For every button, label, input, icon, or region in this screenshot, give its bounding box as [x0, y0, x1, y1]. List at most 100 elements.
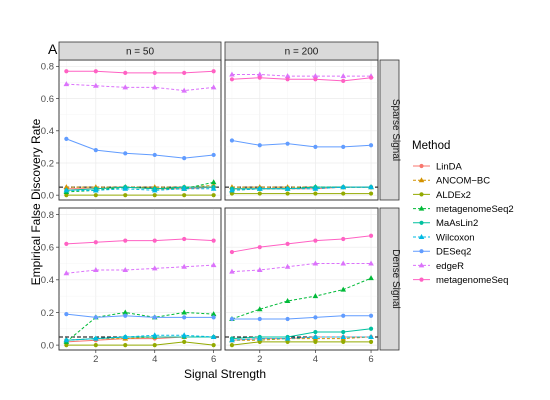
data-point-Wilcoxon: [368, 333, 374, 339]
series-line-edgeR: [231, 73, 372, 77]
series-line-metagenomeSeq: [66, 238, 214, 245]
data-point-metagenomeSeq2: [210, 179, 217, 185]
data-point-ALDEx2: [285, 191, 290, 196]
series-line-ALDEx2: [231, 341, 372, 346]
panel-background: [224, 207, 379, 351]
series-line-MaAsLin2: [66, 336, 214, 341]
y-tick-label: 0.2: [41, 158, 54, 169]
legend-label: MaAsLin2: [436, 218, 478, 229]
series-line-metagenomeSeq: [231, 77, 372, 82]
data-point-Wilcoxon: [63, 337, 70, 343]
series-line-metagenomeSeq2: [66, 311, 214, 343]
data-point-Wilcoxon: [93, 187, 99, 193]
data-point-edgeR: [340, 73, 347, 79]
data-point-Wilcoxon: [368, 184, 374, 190]
data-point-DESeq2: [257, 143, 262, 148]
data-point-edgeR: [63, 81, 70, 87]
data-point-metagenomeSeq: [341, 78, 346, 84]
data-point-ALDEx2: [285, 339, 290, 344]
data-point-edgeR: [312, 260, 319, 266]
data-point-Wilcoxon: [284, 335, 291, 341]
series-line-Wilcoxon: [66, 188, 214, 191]
column-strip-label: n = 50: [126, 47, 155, 58]
x-tick-label: 6: [368, 354, 373, 365]
data-point-Wilcoxon: [229, 337, 235, 343]
data-point-metagenomeSeq: [182, 236, 187, 242]
data-point-DESeq2: [341, 144, 346, 149]
legend-item: metagenomeSeq2: [413, 204, 514, 215]
x-tick-label: 4: [152, 354, 157, 365]
legend-label: edgeR: [436, 261, 464, 272]
data-point-Wilcoxon: [151, 332, 158, 338]
data-point-ALDEx2: [123, 343, 128, 348]
y-tick-label: 0.4: [41, 126, 54, 137]
panel-background: [58, 59, 222, 201]
data-point-Wilcoxon: [340, 184, 347, 190]
data-point-ALDEx2: [341, 191, 346, 196]
legend-key-marker: [419, 277, 424, 282]
data-point-metagenomeSeq: [229, 77, 235, 82]
legend-item: ANCOM−BC: [413, 176, 490, 187]
data-point-edgeR: [181, 263, 187, 269]
legend-item: MaAsLin2: [413, 218, 478, 229]
data-point-metagenomeSeq: [211, 238, 216, 243]
legend-item: DESeq2: [413, 247, 471, 258]
data-point-metagenomeSeq: [285, 77, 290, 82]
legend-label: Wilcoxon: [436, 232, 475, 243]
data-point-Wilcoxon: [256, 185, 263, 191]
legend-label: ANCOM−BC: [436, 176, 490, 187]
data-point-metagenomeSeq2: [312, 293, 319, 299]
data-point-metagenomeSeq: [313, 77, 318, 82]
panel-border: [224, 207, 379, 351]
data-point-edgeR: [256, 71, 263, 77]
data-point-edgeR: [210, 262, 217, 268]
series-line-DESeq2: [231, 315, 372, 320]
x-tick-label: 6: [211, 354, 216, 365]
data-point-Wilcoxon: [210, 185, 217, 191]
data-point-edgeR: [151, 265, 158, 271]
data-point-metagenomeSeq: [123, 70, 128, 75]
data-point-edgeR: [210, 84, 217, 90]
y-tick-label: 0.2: [41, 308, 54, 319]
data-point-ALDEx2: [368, 339, 374, 344]
y-tick-label: 0.6: [41, 94, 54, 105]
legend-label: metagenomeSeq2: [436, 204, 514, 215]
y-tick-label: 0.4: [41, 275, 54, 286]
legend-key-marker: [418, 205, 425, 211]
panel-0-0: 0.0 0.2 0.4 0.6 0.8: [41, 59, 222, 201]
series-line-metagenomeSeq: [66, 70, 214, 74]
data-point-DESeq2: [211, 152, 216, 158]
data-point-ANCOM−BC: [63, 184, 70, 190]
data-point-metagenomeSeq2: [210, 311, 217, 317]
data-point-Wilcoxon: [181, 332, 187, 338]
data-point-MaAsLin2: [341, 329, 346, 335]
legend-label: ALDEx2: [436, 190, 471, 201]
y-tick-label: 0.8: [41, 210, 54, 221]
data-point-ALDEx2: [152, 343, 157, 348]
data-point-DESeq2: [368, 143, 374, 148]
data-point-ALDEx2: [211, 343, 216, 348]
series-line-DESeq2: [66, 138, 214, 159]
data-point-Wilcoxon: [151, 187, 158, 193]
legend: Method LinDA ANCOM−BC ALDEx2 metagenomeSeq2…: [412, 140, 514, 286]
data-point-edgeR: [284, 263, 291, 269]
data-point-Wilcoxon: [63, 187, 70, 193]
row-strip: [379, 207, 400, 351]
data-point-ALDEx2: [313, 339, 318, 344]
data-point-metagenomeSeq: [211, 69, 216, 74]
data-point-edgeR: [181, 87, 187, 93]
data-point-ALDEx2: [257, 339, 262, 344]
data-point-DESeq2: [182, 156, 187, 161]
data-point-DESeq2: [313, 315, 318, 320]
data-point-ALDEx2: [64, 343, 69, 348]
data-point-metagenomeSeq: [257, 75, 262, 80]
data-point-ALDEx2: [182, 193, 187, 198]
column-strip-label: n = 200: [285, 47, 319, 58]
data-point-metagenomeSeq2: [284, 298, 291, 304]
data-point-edgeR: [312, 73, 319, 79]
legend-key-marker: [419, 220, 424, 225]
data-point-metagenomeSeq: [93, 240, 98, 245]
data-point-Wilcoxon: [340, 333, 347, 339]
legend-key-marker: [419, 163, 424, 169]
y-axis-title: Empirical False Discovery Rate: [29, 118, 43, 285]
